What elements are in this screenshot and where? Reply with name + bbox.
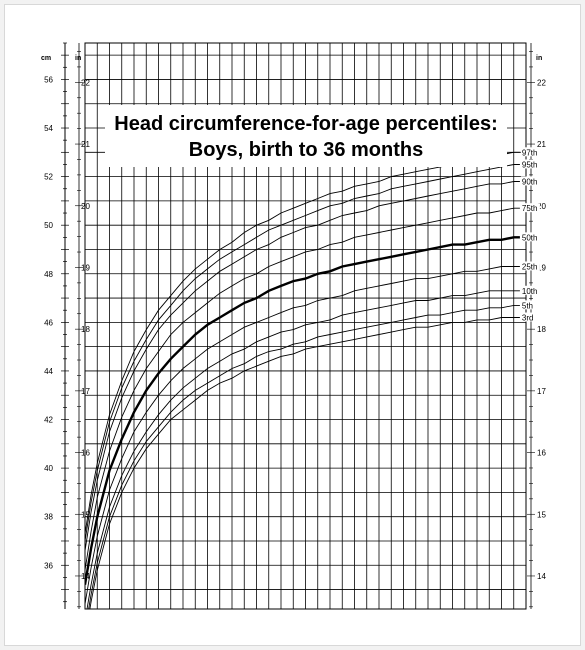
unit-label-in-left: in — [75, 55, 81, 62]
inch-tick-label-right: 18 — [537, 325, 546, 334]
cm-tick-label: 50 — [44, 221, 53, 230]
inch-tick-label-left: 19 — [81, 263, 90, 272]
cm-tick-label: 40 — [44, 464, 53, 473]
cm-tick-label: 48 — [44, 270, 53, 279]
inch-tick-label-right: 19 — [537, 263, 546, 272]
inch-tick-label-left: 18 — [81, 325, 90, 334]
percentile-label-bg — [520, 176, 540, 186]
inch-tick-label-right: 21 — [537, 140, 546, 149]
percentile-label: 75th — [522, 204, 538, 213]
percentile-label: 50th — [522, 233, 538, 242]
percentile-label-bg — [520, 203, 540, 213]
percentile-label-bg — [520, 232, 540, 242]
percentile-label: 10th — [522, 287, 538, 296]
percentile-curve-50th — [85, 236, 520, 585]
chart-subtitle: Boys, birth to 36 months — [188, 139, 424, 161]
percentile-label: 97th — [522, 148, 538, 157]
percentile-label: 90th — [522, 177, 538, 186]
axes: 36 38 40 42 44 46 48 50 52 54 56 14 15 16 17 18 19 20 21 22… — [41, 42, 546, 609]
unit-label-in-right: in — [536, 55, 542, 62]
unit-label-cm: cm — [41, 55, 51, 62]
inch-tick-label-right: 15 — [537, 510, 546, 519]
percentile-curve-3rd — [89, 317, 520, 609]
cm-tick-label: 42 — [44, 416, 53, 425]
chart-title-box: Head circumference-for-age percentiles: … — [105, 105, 507, 167]
percentile-label-bg — [520, 261, 540, 271]
percentile-labels: 97th 95th 90th 75th 50th 25th 10th 5th 3rd — [520, 147, 540, 322]
inch-tick-label-right: 17 — [537, 387, 546, 396]
inch-tick-label-left: 22 — [81, 78, 90, 87]
percentile-curve-5th — [88, 304, 520, 609]
percentile-label-bg — [520, 159, 540, 169]
percentile-curves — [85, 151, 520, 609]
cm-tick-label: 36 — [44, 561, 53, 570]
cm-tick-label: 56 — [44, 75, 53, 84]
percentile-label-bg — [520, 312, 540, 322]
percentile-curve-25th — [85, 266, 520, 605]
inch-tick-label-left: 17 — [81, 387, 90, 396]
inch-tick-label-left: 15 — [81, 510, 90, 519]
cm-tick-label: 38 — [44, 513, 53, 522]
percentile-label-bg — [520, 285, 540, 295]
growth-chart: 36 38 40 42 44 46 48 50 52 54 56 14 15 16 17 18 19 20 21 22… — [41, 42, 546, 610]
cm-tick-label: 52 — [44, 173, 53, 182]
percentile-curve-10th — [86, 290, 520, 609]
percentile-label: 5th — [522, 301, 533, 310]
inch-tick-label-right: 16 — [537, 449, 546, 458]
percentile-label: 95th — [522, 160, 538, 169]
cm-tick-label: 44 — [44, 367, 53, 376]
inch-tick-label-right: 22 — [537, 78, 546, 87]
cm-tick-label: 46 — [44, 318, 53, 327]
percentile-label: 3rd — [522, 313, 534, 322]
inch-tick-label-right: 20 — [537, 202, 546, 211]
inch-tick-label-left: 16 — [81, 449, 90, 458]
percentile-label-bg — [520, 147, 540, 157]
percentile-label: 25th — [522, 262, 538, 271]
chart-page: 36 38 40 42 44 46 48 50 52 54 56 14 15 16 17 18 19 20 21 22… — [4, 4, 581, 646]
inch-tick-label-left: 20 — [81, 202, 90, 211]
chart-title: Head circumference-for-age percentiles: — [114, 113, 498, 135]
percentile-curve-75th — [85, 207, 520, 571]
percentile-curve-95th — [85, 164, 520, 542]
cm-tick-label: 54 — [44, 124, 53, 133]
inch-tick-label-right: 14 — [537, 572, 546, 581]
percentile-label-bg — [520, 300, 540, 310]
inch-tick-label-left: 21 — [81, 140, 90, 149]
percentile-curve-90th — [85, 181, 520, 551]
